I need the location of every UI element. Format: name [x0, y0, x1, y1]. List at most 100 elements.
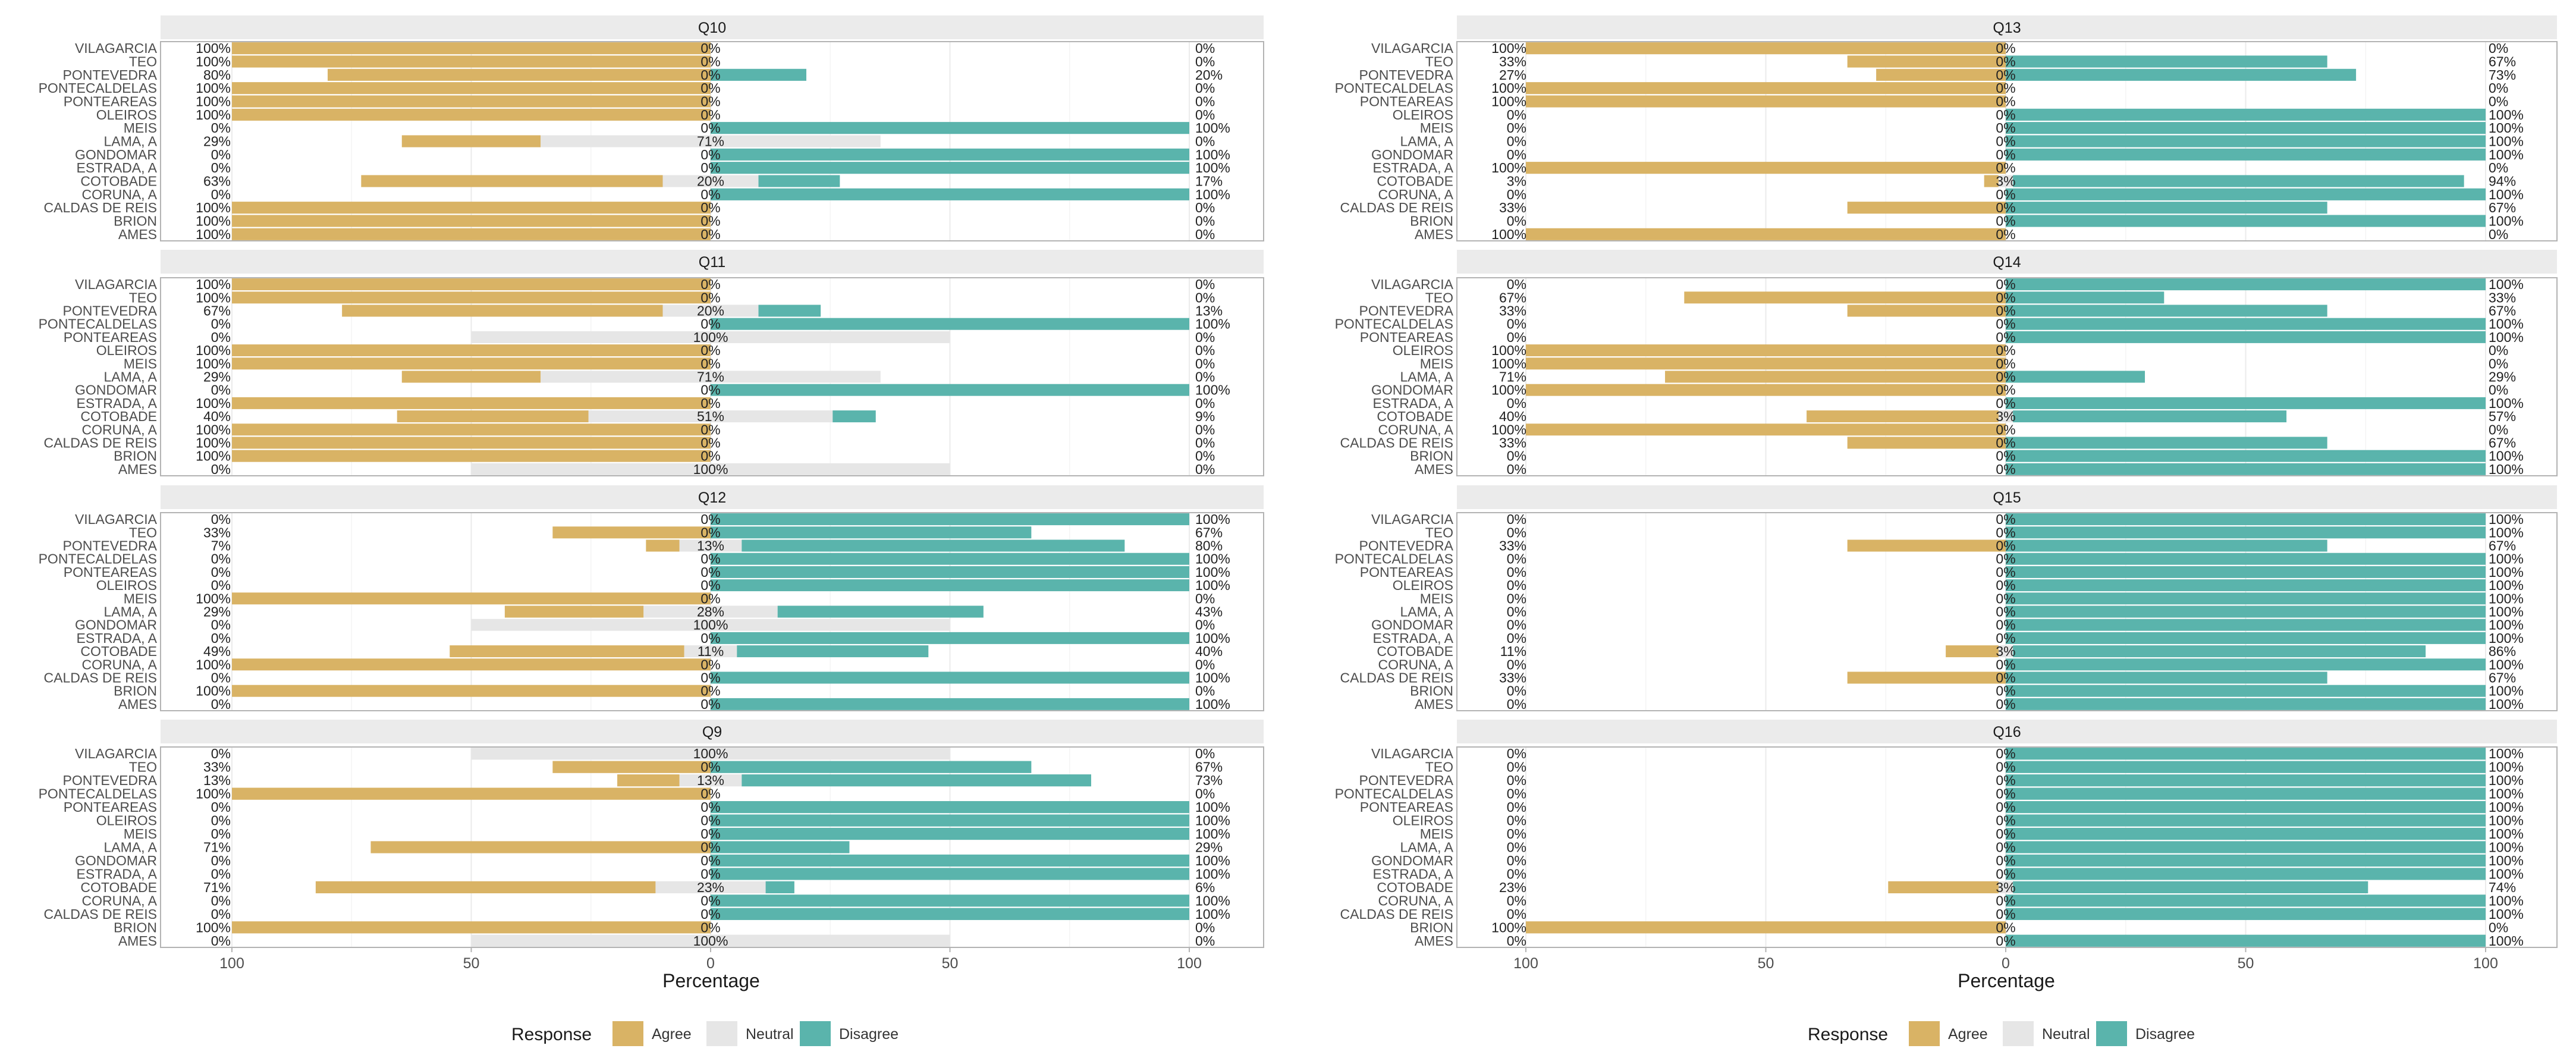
bar-disagree	[2006, 748, 2486, 760]
agree-percent-label: 0%	[211, 826, 231, 842]
agree-percent-label: 0%	[1507, 906, 1526, 922]
bar-disagree	[711, 566, 1189, 578]
agree-percent-label: 0%	[1507, 696, 1526, 712]
bar-agree	[1526, 921, 2006, 934]
category-label: VILAGARCIA	[1371, 746, 1454, 761]
disagree-percent-label: 0%	[1195, 395, 1215, 411]
neutral-percent-label: 0%	[1996, 604, 2015, 620]
facet-title: Q15	[1993, 489, 2021, 506]
agree-percent-label: 0%	[1507, 840, 1526, 855]
bar-disagree	[711, 814, 1189, 827]
agree-percent-label: 0%	[211, 893, 231, 908]
agree-percent-label: 0%	[1507, 893, 1526, 908]
disagree-percent-label: 0%	[1195, 657, 1215, 672]
agree-percent-label: 100%	[1491, 40, 1526, 56]
neutral-percent-label: 3%	[1996, 880, 2015, 895]
neutral-percent-label: 0%	[700, 853, 720, 868]
agree-percent-label: 0%	[1507, 866, 1526, 881]
neutral-percent-label: 0%	[700, 290, 720, 305]
disagree-percent-label: 100%	[2489, 746, 2524, 761]
agree-percent-label: 0%	[1507, 395, 1526, 411]
category-label: COTOBADE	[1377, 174, 1453, 189]
agree-percent-label: 0%	[1507, 759, 1526, 775]
disagree-percent-label: 100%	[1195, 799, 1230, 815]
bar-disagree	[2006, 566, 2486, 578]
bar-agree	[1526, 162, 2006, 174]
bar-disagree	[2006, 841, 2486, 853]
bar-agree	[504, 605, 644, 618]
category-label: OLEIROS	[1393, 813, 1453, 828]
bar-disagree	[2006, 278, 2486, 291]
category-label: COTOBADE	[80, 174, 157, 189]
legend-key	[706, 1021, 737, 1046]
bar-agree	[315, 881, 656, 894]
x-tick-label: 0	[2002, 955, 2010, 972]
disagree-percent-label: 17%	[1195, 174, 1223, 189]
category-label: AMES	[118, 933, 157, 949]
category-label: PONTEAREAS	[64, 564, 157, 580]
disagree-percent-label: 67%	[2489, 538, 2516, 554]
bar-agree	[1526, 357, 2006, 370]
legend-label: Disagree	[2135, 1026, 2195, 1043]
category-label: PONTECALDELAS	[1335, 316, 1453, 332]
disagree-percent-label: 100%	[1195, 564, 1230, 580]
category-label: PONTEVEDRA	[63, 303, 158, 319]
neutral-percent-label: 0%	[700, 670, 720, 686]
bar-disagree	[711, 188, 1189, 200]
disagree-percent-label: 40%	[1195, 643, 1223, 659]
bar-agree	[1807, 410, 1999, 423]
neutral-percent-label: 23%	[697, 880, 724, 895]
disagree-percent-label: 100%	[2489, 511, 2524, 527]
disagree-percent-label: 100%	[1195, 187, 1230, 202]
disagree-percent-label: 57%	[2489, 409, 2516, 424]
bar-agree	[1847, 671, 2006, 684]
category-label: CALDAS DE REIS	[44, 435, 157, 451]
disagree-percent-label: 100%	[1195, 511, 1230, 527]
disagree-percent-label: 0%	[2489, 227, 2508, 242]
agree-percent-label: 0%	[1507, 277, 1526, 292]
neutral-percent-label: 0%	[700, 591, 720, 606]
facet-strip	[161, 720, 1264, 743]
agree-percent-label: 0%	[211, 799, 231, 815]
category-label: COTOBADE	[80, 643, 157, 659]
agree-percent-label: 100%	[1491, 94, 1526, 109]
category-label: PONTECALDELAS	[39, 80, 157, 96]
bar-agree	[646, 539, 680, 552]
bar-neutral	[1998, 645, 2013, 658]
disagree-percent-label: 67%	[2489, 54, 2516, 70]
panel-border	[1456, 746, 2558, 948]
neutral-percent-label: 0%	[1996, 40, 2015, 56]
bar-disagree	[2006, 894, 2486, 907]
category-label: GONDOMAR	[1371, 382, 1453, 398]
category-label: COTOBADE	[80, 880, 157, 895]
disagree-percent-label: 100%	[2489, 564, 2524, 580]
agree-percent-label: 0%	[211, 316, 231, 332]
disagree-percent-label: 0%	[1195, 54, 1215, 70]
neutral-percent-label: 0%	[700, 683, 720, 699]
category-label: BRION	[114, 919, 157, 935]
neutral-percent-label: 0%	[1996, 657, 2015, 672]
category-label: COTOBADE	[1377, 643, 1453, 659]
disagree-percent-label: 67%	[1195, 525, 1223, 540]
agree-percent-label: 100%	[196, 107, 231, 123]
neutral-percent-label: 28%	[697, 604, 724, 620]
disagree-percent-label: 100%	[1195, 577, 1230, 593]
bar-disagree	[737, 645, 929, 658]
category-label: AMES	[1415, 933, 1453, 949]
bar-agree	[232, 215, 711, 227]
bar-agree	[401, 371, 541, 383]
disagree-percent-label: 100%	[2489, 630, 2524, 646]
bar-disagree	[2006, 526, 2486, 539]
legend-label: Neutral	[746, 1026, 794, 1043]
bar-agree	[1526, 228, 2006, 240]
agree-percent-label: 67%	[1499, 290, 1526, 305]
disagree-percent-label: 0%	[1195, 329, 1215, 345]
bar-disagree	[711, 553, 1189, 565]
category-label: PONTEAREAS	[1360, 564, 1453, 580]
bar-disagree	[2006, 215, 2486, 227]
bar-neutral	[471, 748, 950, 760]
neutral-percent-label: 0%	[1996, 435, 2015, 451]
agree-percent-label: 27%	[1499, 67, 1526, 83]
category-label: PONTECALDELAS	[39, 786, 157, 802]
neutral-percent-label: 0%	[1996, 906, 2015, 922]
